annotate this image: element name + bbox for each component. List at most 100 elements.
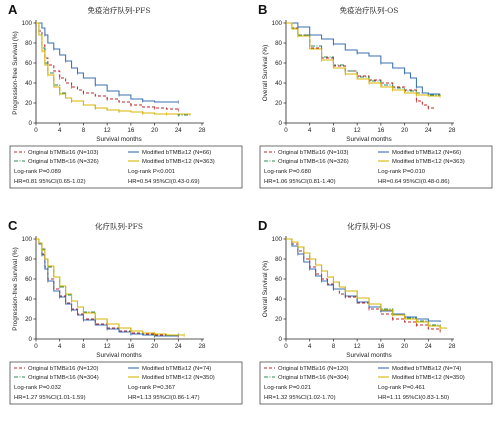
y-tick-label: 40	[275, 80, 282, 87]
x-tick-label: 0	[284, 343, 288, 350]
x-tick-label: 8	[332, 343, 336, 350]
series-line-2	[286, 238, 441, 322]
panel-letter: D	[258, 218, 267, 233]
panel-letter: B	[258, 2, 267, 17]
series-line-2	[286, 22, 441, 95]
hr-original: HR=1.32 95%CI(1.02-1.70)	[264, 395, 336, 401]
logrank-original: Log-rank P=0.032	[14, 385, 61, 391]
logrank-modified: Log-rank P<0.001	[128, 169, 175, 175]
y-tick-label: 100	[22, 20, 33, 27]
x-tick-label: 12	[104, 127, 111, 134]
x-tick-label: 20	[151, 127, 158, 134]
panel-title: 化疗队列-OS	[347, 221, 391, 231]
y-tick-label: 80	[25, 40, 32, 47]
x-tick-label: 20	[401, 127, 408, 134]
y-tick-label: 80	[25, 256, 32, 263]
y-axis-label: Progression-free Survival (%)	[12, 247, 19, 330]
legend-entry-2: Modified bTMB≥12 (N=74)	[392, 366, 461, 372]
legend-entry-1: Original bTMB<16 (N=326)	[28, 159, 99, 165]
series-line-3	[36, 22, 191, 115]
x-tick-label: 4	[58, 127, 62, 134]
series-line-3	[286, 22, 441, 97]
x-tick-label: 20	[151, 343, 158, 350]
x-tick-label: 0	[284, 127, 288, 134]
y-tick-label: 0	[279, 120, 283, 127]
y-tick-label: 40	[25, 296, 32, 303]
logrank-original: Log-rank P=0.089	[14, 169, 61, 175]
hr-modified: HR=0.64 95%CI(0.48-0.86)	[378, 179, 450, 185]
y-tick-label: 20	[25, 316, 32, 323]
x-tick-label: 8	[82, 127, 86, 134]
y-tick-label: 60	[275, 276, 282, 283]
x-tick-label: 12	[354, 343, 361, 350]
hr-modified: HR=1.13 95%CI(0.86-1.47)	[128, 395, 200, 401]
logrank-original: Log-rank P=0.680	[264, 169, 312, 175]
y-tick-label: 60	[25, 60, 32, 67]
x-axis-label: Survival months	[96, 136, 141, 143]
x-tick-label: 8	[82, 343, 86, 350]
legend-entry-2: Modified bTMB≥12 (N=66)	[392, 150, 461, 156]
x-tick-label: 20	[401, 343, 408, 350]
legend-box	[259, 145, 493, 189]
panel-d: D 化疗队列-OS 0 20 40 60 80 100 0 4 8 12 16 20 24 28 Surviva…	[258, 218, 493, 405]
series-line-1	[286, 22, 441, 96]
y-axis-label: Overall Survival (%)	[262, 261, 269, 317]
series-line-1	[286, 238, 441, 327]
series-line-1	[36, 22, 191, 116]
x-axis-label: Survival months	[96, 352, 141, 359]
legend-entry-3: Modified bTMB<12 (N=350)	[392, 375, 465, 381]
legend-entry-2: Modified bTMB≥12 (N=66)	[142, 150, 211, 156]
legend-entry-1: Original bTMB<16 (N=326)	[278, 159, 349, 165]
y-tick-label: 80	[275, 256, 282, 263]
y-tick-label: 100	[22, 236, 33, 243]
x-tick-label: 8	[332, 127, 336, 134]
legend-entry-1: Original bTMB<16 (N=304)	[278, 375, 349, 381]
y-tick-label: 100	[272, 236, 283, 243]
y-tick-label: 20	[25, 100, 32, 107]
series-line-0	[36, 22, 179, 110]
x-tick-label: 24	[175, 343, 182, 350]
panel-a: A 免疫治疗队列-PFS 0 20 40 60 80 100 0 4 8 12 16 20 24 28 Surv…	[8, 2, 243, 189]
legend-entry-3: Modified bTMB<12 (N=350)	[142, 375, 215, 381]
x-tick-label: 12	[354, 127, 361, 134]
y-tick-label: 0	[29, 336, 33, 343]
logrank-original: Log-rank P=0.021	[264, 385, 311, 391]
x-tick-label: 28	[199, 343, 206, 350]
logrank-modified: Log-rank P=0.010	[378, 169, 426, 175]
legend-entry-0: Original bTMB≥16 (N=120)	[28, 366, 99, 372]
y-axis-label: Progression-free Survival (%)	[12, 31, 19, 114]
x-tick-label: 28	[199, 127, 206, 134]
x-tick-label: 24	[175, 127, 182, 134]
x-tick-label: 4	[308, 127, 312, 134]
x-tick-label: 0	[34, 127, 38, 134]
hr-original: HR=0.81 95%CI(0.65-1.02)	[14, 179, 86, 185]
series-line-2	[36, 22, 179, 103]
legend-entry-0: Original bTMB≥16 (N=120)	[278, 366, 349, 372]
y-tick-label: 40	[25, 80, 32, 87]
legend-entry-1: Original bTMB<16 (N=304)	[28, 375, 99, 381]
x-tick-label: 16	[377, 343, 384, 350]
x-tick-label: 28	[449, 127, 456, 134]
legend-entry-3: Modified bTMB<12 (N=363)	[142, 159, 215, 165]
panel-title: 化疗队列-PFS	[95, 221, 143, 231]
y-tick-label: 100	[272, 20, 283, 27]
x-tick-label: 0	[34, 343, 38, 350]
y-axis-label: Overall Survival (%)	[262, 45, 269, 101]
legend-entry-0: Original bTMB≥16 (N=103)	[278, 150, 349, 156]
y-tick-label: 80	[275, 40, 282, 47]
legend-box	[9, 145, 243, 189]
x-tick-label: 4	[308, 343, 312, 350]
series-line-3	[286, 238, 447, 329]
panel-title: 免疫治疗队列-PFS	[88, 5, 151, 15]
x-tick-label: 24	[425, 127, 432, 134]
legend-entry-3: Modified bTMB<12 (N=363)	[392, 159, 465, 165]
x-tick-label: 4	[58, 343, 62, 350]
x-tick-label: 16	[377, 127, 384, 134]
y-tick-label: 0	[279, 336, 283, 343]
x-tick-label: 24	[425, 343, 432, 350]
x-tick-label: 16	[127, 343, 134, 350]
y-tick-label: 20	[275, 100, 282, 107]
legend-box	[259, 361, 493, 405]
panel-letter: C	[8, 218, 18, 233]
